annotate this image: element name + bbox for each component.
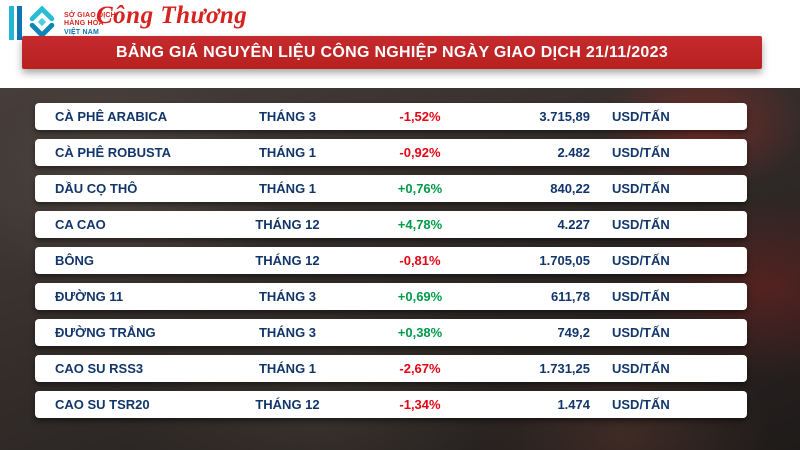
price-value: 1.474 <box>557 397 590 412</box>
price-value: 3.715,89 <box>539 109 590 124</box>
stripe-blue <box>17 6 22 40</box>
table-row: CÀ PHÊ ARABICA THÁNG 3 -1,52% 3.715,89 U… <box>35 103 747 130</box>
change-percent: -0,92% <box>399 145 441 160</box>
page-title: BẢNG GIÁ NGUYÊN LIỆU CÔNG NGHIỆP NGÀY GI… <box>115 43 669 61</box>
mxv-logo: SỞ GIAO DỊCH HÀNG HÓA VIỆT NAM <box>24 4 116 45</box>
price-value: 1.705,05 <box>539 253 590 268</box>
commodity-name: CAO SU TSR20 <box>55 397 150 412</box>
contract-month: THÁNG 1 <box>258 361 317 376</box>
commodity-name: CÀ PHÊ ROBUSTA <box>55 145 172 160</box>
congthuong-logo: Công Thương <box>96 2 248 29</box>
price-value: 840,22 <box>550 181 590 196</box>
change-percent: +4,78% <box>397 217 443 232</box>
contract-month: THÁNG 1 <box>258 145 317 160</box>
contract-month: THÁNG 3 <box>258 109 317 124</box>
commodity-name: DẦU CỌ THÔ <box>55 181 138 196</box>
commodity-name: ĐƯỜNG TRẮNG <box>55 325 156 340</box>
commodity-name: CAO SU RSS3 <box>55 361 144 376</box>
title-banner: BẢNG GIÁ NGUYÊN LIỆU CÔNG NGHIỆP NGÀY GI… <box>22 36 762 69</box>
change-percent: -0,81% <box>399 253 441 268</box>
contract-month: THÁNG 1 <box>258 181 317 196</box>
commodity-name: CÀ PHÊ ARABICA <box>55 109 168 124</box>
change-percent: -1,52% <box>399 109 441 124</box>
change-percent: +0,69% <box>397 289 443 304</box>
price-unit: USD/TẤN <box>612 397 670 412</box>
price-table: CÀ PHÊ ARABICA THÁNG 3 -1,52% 3.715,89 U… <box>35 103 747 427</box>
mxv-diamond-icon <box>24 4 60 45</box>
table-row: ĐƯỜNG 11 THÁNG 3 +0,69% 611,78 USD/TẤN <box>35 283 747 310</box>
change-percent: -1,34% <box>399 397 441 412</box>
price-value: 4.227 <box>557 217 590 232</box>
table-row: ĐƯỜNG TRẮNG THÁNG 3 +0,38% 749,2 USD/TẤN <box>35 319 747 346</box>
change-percent: +0,38% <box>397 325 443 340</box>
contract-month: THÁNG 12 <box>255 217 320 232</box>
table-row: CÀ PHÊ ROBUSTA THÁNG 1 -0,92% 2.482 USD/… <box>35 139 747 166</box>
contract-month: THÁNG 12 <box>255 397 320 412</box>
table-row: CAO SU TSR20 THÁNG 12 -1,34% 1.474 USD/T… <box>35 391 747 418</box>
table-row: CAO SU RSS3 THÁNG 1 -2,67% 1.731,25 USD/… <box>35 355 747 382</box>
contract-month: THÁNG 12 <box>255 253 320 268</box>
header: SỞ GIAO DỊCH HÀNG HÓA VIỆT NAM Công Thươ… <box>0 0 800 88</box>
table-row: BÔNG THÁNG 12 -0,81% 1.705,05 USD/TẤN <box>35 247 747 274</box>
table-row: CA CAO THÁNG 12 +4,78% 4.227 USD/TẤN <box>35 211 747 238</box>
price-unit: USD/TẤN <box>612 361 670 376</box>
price-unit: USD/TẤN <box>612 253 670 268</box>
price-unit: USD/TẤN <box>612 289 670 304</box>
change-percent: +0,76% <box>397 181 443 196</box>
price-unit: USD/TẤN <box>612 325 670 340</box>
commodity-name: ĐƯỜNG 11 <box>55 289 124 304</box>
price-value: 749,2 <box>557 325 590 340</box>
stripe-cyan <box>9 6 14 40</box>
contract-month: THÁNG 3 <box>258 325 317 340</box>
price-value: 2.482 <box>557 145 590 160</box>
commodity-name: BÔNG <box>55 253 94 268</box>
price-unit: USD/TẤN <box>612 181 670 196</box>
commodity-name: CA CAO <box>55 217 106 232</box>
price-unit: USD/TẤN <box>612 145 670 160</box>
price-unit: USD/TẤN <box>612 217 670 232</box>
logo-stripes <box>9 6 22 40</box>
table-row: DẦU CỌ THÔ THÁNG 1 +0,76% 840,22 USD/TẤN <box>35 175 747 202</box>
mxv-logo-text: SỞ GIAO DỊCH HÀNG HÓA VIỆT NAM <box>64 12 116 36</box>
change-percent: -2,67% <box>399 361 441 376</box>
price-unit: USD/TẤN <box>612 109 670 124</box>
price-value: 1.731,25 <box>539 361 590 376</box>
price-value: 611,78 <box>550 289 590 304</box>
contract-month: THÁNG 3 <box>258 289 317 304</box>
mxv-text-line3: VIỆT NAM <box>64 28 100 36</box>
mxv-text-line1: SỞ GIAO DỊCH <box>64 12 116 20</box>
mxv-text-line2: HÀNG HÓA <box>64 20 104 28</box>
